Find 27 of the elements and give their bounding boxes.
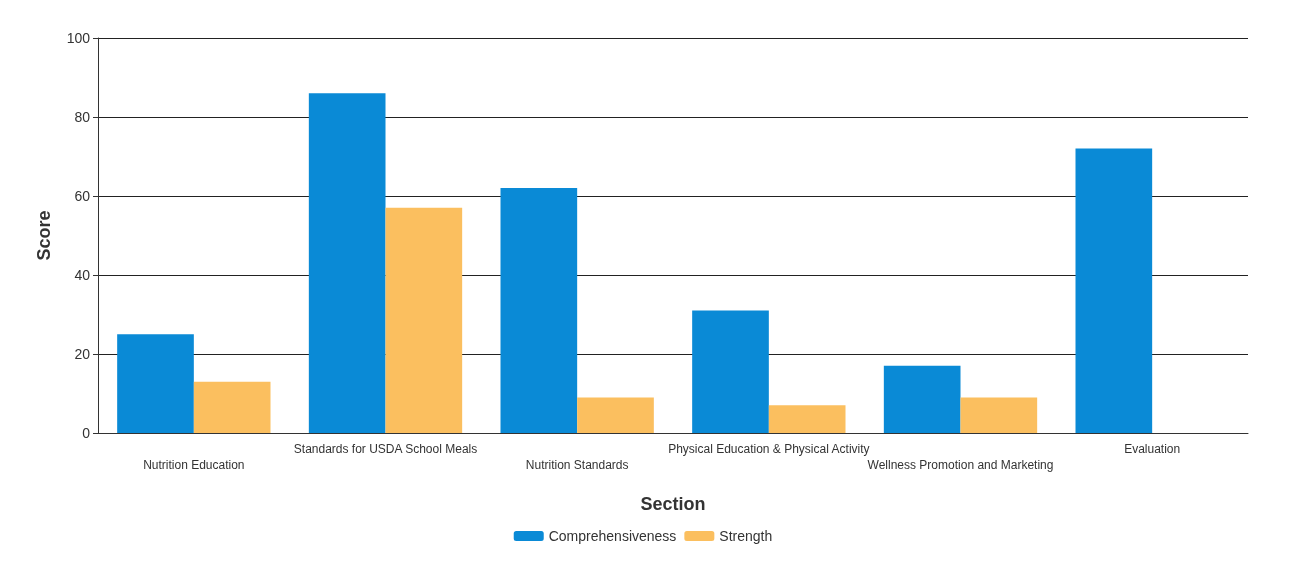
- bar: [960, 397, 1038, 433]
- x-tick-label: Nutrition Education: [143, 458, 245, 472]
- y-tick-label: 20: [74, 346, 91, 362]
- bar: [500, 188, 578, 433]
- legend-label: Comprehensiveness: [548, 528, 677, 544]
- x-tick-label: Physical Education & Physical Activity: [668, 442, 870, 456]
- y-tick-label: 100: [66, 30, 91, 46]
- bar: [883, 365, 961, 433]
- y-tick-label: 80: [74, 109, 91, 125]
- y-tick-label: 0: [82, 425, 91, 441]
- x-tick-label: Standards for USDA School Meals: [293, 442, 478, 456]
- bar: [692, 310, 769, 433]
- x-tick-label: Nutrition Standards: [525, 458, 629, 472]
- bar: [117, 334, 194, 433]
- bar: [577, 397, 654, 433]
- y-axis-title: Score: [34, 210, 54, 261]
- legend-label: Strength: [719, 528, 773, 544]
- x-axis-title: Section: [640, 494, 706, 514]
- bar: [308, 93, 386, 433]
- bar: [193, 381, 271, 433]
- y-tick-label: 40: [74, 267, 91, 283]
- x-tick-label: Wellness Promotion and Marketing: [867, 458, 1054, 472]
- x-tick-label: Evaluation: [1124, 442, 1181, 456]
- bar: [768, 405, 846, 433]
- bar: [1075, 148, 1153, 433]
- bar: [385, 207, 463, 433]
- y-tick-label: 60: [74, 188, 91, 204]
